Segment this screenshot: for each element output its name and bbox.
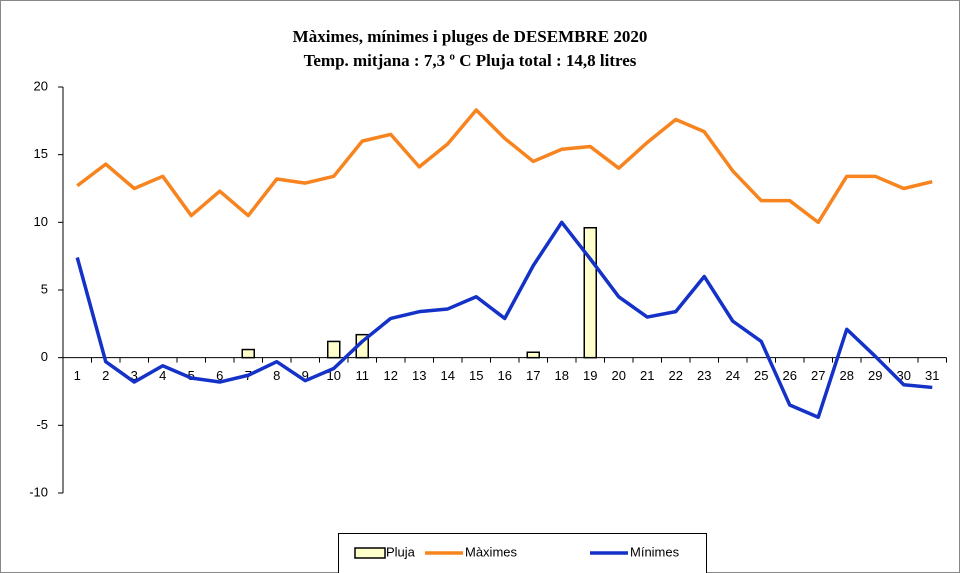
x-tick-label: 22 xyxy=(669,368,683,383)
x-tick-label: 8 xyxy=(273,368,280,383)
y-tick-label: -10 xyxy=(29,484,48,499)
x-tick-label: 9 xyxy=(302,368,309,383)
x-tick-label: 25 xyxy=(754,368,768,383)
y-tick-label: -5 xyxy=(36,417,48,432)
x-tick-label: 13 xyxy=(412,368,426,383)
y-tick-label: 15 xyxy=(34,146,48,161)
x-tick-label: 16 xyxy=(498,368,512,383)
x-tick-label: 21 xyxy=(640,368,654,383)
legend-box xyxy=(338,533,707,573)
x-tick-label: 4 xyxy=(159,368,166,383)
legend-label: Pluja xyxy=(386,544,416,559)
x-tick-label: 27 xyxy=(811,368,825,383)
line xyxy=(76,108,933,225)
x-tick-label: 17 xyxy=(526,368,540,383)
x-tick-label: 11 xyxy=(356,368,370,383)
bar xyxy=(327,340,341,359)
chart-subtitle: Temp. mitjana : 7,3 º C Pluja total : 14… xyxy=(304,51,637,70)
x-tick-label: 26 xyxy=(783,368,797,383)
chart-title: Màximes, mínimes i pluges de DESEMBRE 20… xyxy=(293,27,648,46)
bar xyxy=(241,348,255,359)
bar xyxy=(526,351,540,359)
bar xyxy=(583,226,597,359)
x-tick-label: 23 xyxy=(697,368,711,383)
x-tick-label: 28 xyxy=(840,368,854,383)
x-tick-label: 14 xyxy=(441,368,455,383)
y-tick-label: 0 xyxy=(41,349,48,364)
x-tick-label: 29 xyxy=(868,368,882,383)
y-tick-label: 5 xyxy=(41,281,48,296)
x-tick-label: 3 xyxy=(131,368,138,383)
y-tick-label: 20 xyxy=(34,78,48,93)
x-tick-label: 6 xyxy=(216,368,223,383)
legend-label: Màximes xyxy=(465,544,518,559)
y-tick-label: 10 xyxy=(34,214,48,229)
x-tick-label: 19 xyxy=(583,368,597,383)
x-tick-label: 24 xyxy=(726,368,740,383)
legend-label: Mínimes xyxy=(630,544,680,559)
legend-swatch xyxy=(354,547,386,559)
x-tick-label: 2 xyxy=(102,368,109,383)
x-tick-label: 31 xyxy=(925,368,939,383)
line xyxy=(75,220,933,419)
x-tick-label: 5 xyxy=(188,368,195,383)
x-tick-label: 18 xyxy=(555,368,569,383)
x-tick-label: 12 xyxy=(384,368,398,383)
x-tick-label: 15 xyxy=(469,368,483,383)
x-tick-label: 1 xyxy=(74,368,81,383)
x-tick-label: 20 xyxy=(612,368,626,383)
